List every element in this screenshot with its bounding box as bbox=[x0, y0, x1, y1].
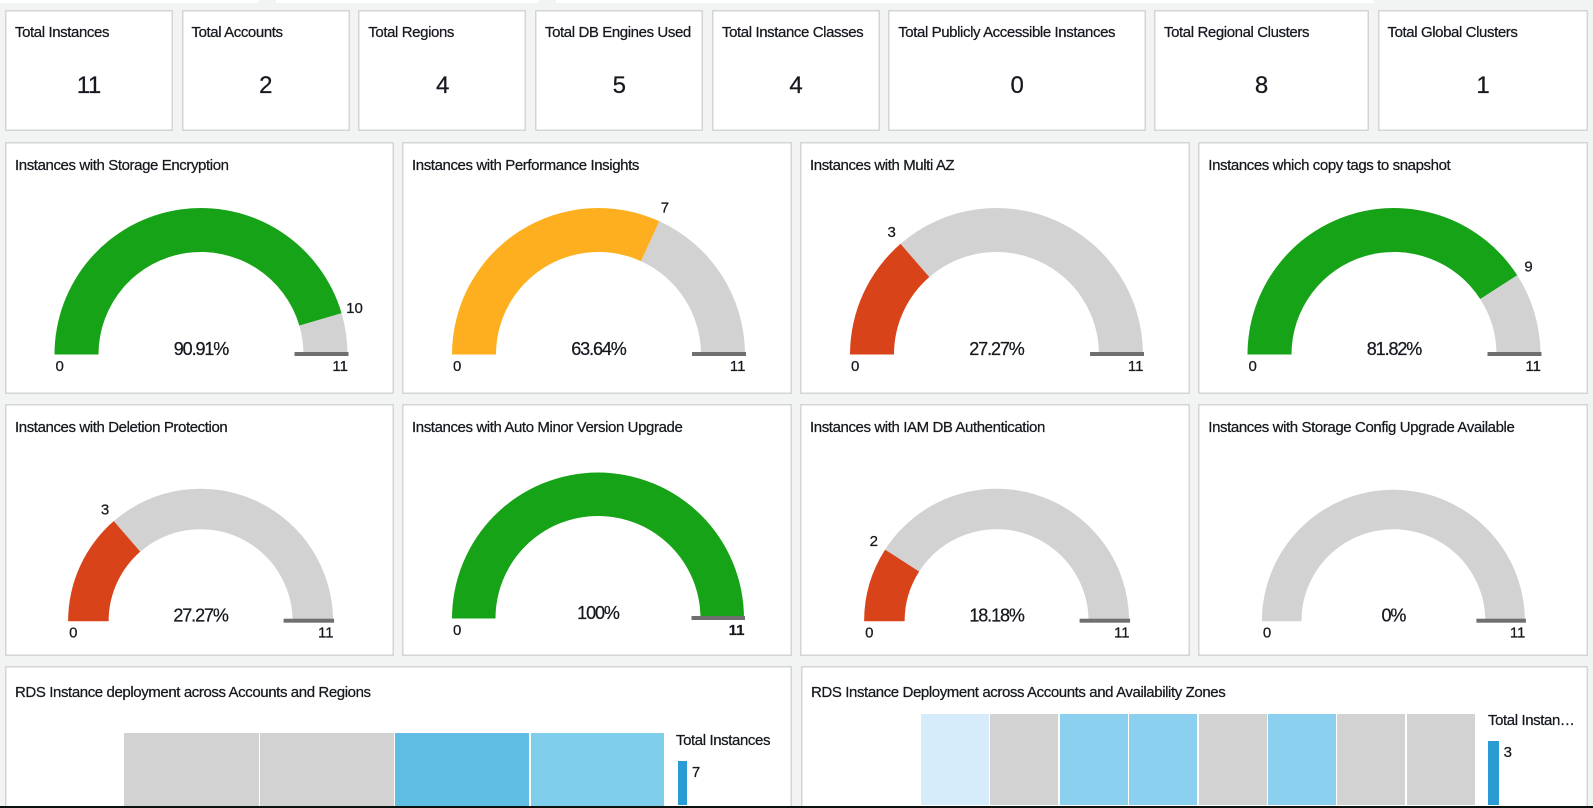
svg-text:18.18%: 18.18% bbox=[969, 605, 1025, 625]
svg-text:3: 3 bbox=[888, 224, 896, 241]
svg-text:10: 10 bbox=[346, 299, 363, 316]
svg-text:7: 7 bbox=[661, 199, 669, 216]
svg-text:0: 0 bbox=[453, 358, 461, 375]
svg-text:0: 0 bbox=[851, 358, 859, 375]
svg-text:11: 11 bbox=[730, 358, 746, 375]
svg-text:11: 11 bbox=[1526, 358, 1542, 375]
svg-text:0: 0 bbox=[69, 624, 77, 641]
svg-text:0%: 0% bbox=[1382, 605, 1407, 625]
svg-text:9: 9 bbox=[1525, 258, 1533, 275]
svg-text:27.27%: 27.27% bbox=[969, 339, 1025, 359]
svg-text:0: 0 bbox=[865, 624, 873, 641]
svg-text:11: 11 bbox=[1128, 358, 1144, 375]
svg-text:11: 11 bbox=[1114, 624, 1130, 641]
svg-text:11: 11 bbox=[318, 624, 334, 641]
svg-text:0: 0 bbox=[1249, 358, 1257, 375]
svg-text:100%: 100% bbox=[577, 603, 620, 623]
svg-text:2: 2 bbox=[870, 532, 878, 549]
svg-text:0: 0 bbox=[56, 358, 64, 375]
svg-text:0: 0 bbox=[453, 622, 461, 639]
svg-text:90.91%: 90.91% bbox=[174, 339, 230, 359]
svg-text:0: 0 bbox=[1263, 624, 1271, 641]
svg-text:11: 11 bbox=[729, 622, 745, 639]
svg-text:11: 11 bbox=[1510, 624, 1526, 641]
svg-text:81.82%: 81.82% bbox=[1367, 339, 1423, 359]
svg-text:27.27%: 27.27% bbox=[173, 605, 229, 625]
svg-text:3: 3 bbox=[101, 501, 109, 518]
svg-text:11: 11 bbox=[332, 358, 348, 375]
svg-text:63.64%: 63.64% bbox=[571, 339, 627, 359]
